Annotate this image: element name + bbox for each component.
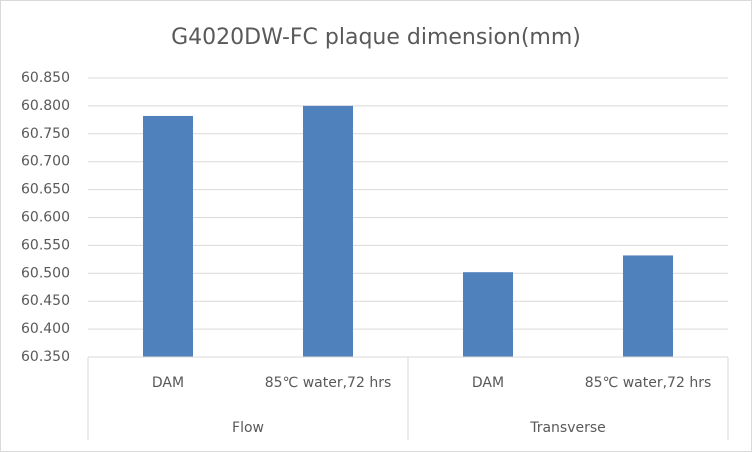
y-tick-label: 60.850	[21, 70, 70, 86]
y-tick-label: 60.650	[21, 182, 70, 198]
y-tick-label: 60.400	[21, 321, 70, 337]
bar	[623, 255, 673, 357]
bar	[143, 115, 193, 357]
y-tick-label: 60.450	[21, 293, 70, 309]
y-tick-label: 60.500	[21, 265, 70, 281]
bar	[463, 272, 513, 357]
bar	[303, 105, 353, 358]
y-tick-label: 60.800	[21, 98, 70, 114]
x-tick-label: DAM	[152, 375, 184, 391]
y-tick-label: 60.750	[21, 126, 70, 142]
x-tick-label: 85℃ water,72 hrs	[265, 375, 392, 391]
group-label: Flow	[232, 420, 264, 436]
y-tick-label: 60.550	[21, 237, 70, 253]
y-tick-label: 60.600	[21, 210, 70, 226]
x-tick-label: 85℃ water,72 hrs	[585, 375, 712, 391]
group-label: Transverse	[529, 420, 606, 436]
chart-title: G4020DW-FC plaque dimension(mm)	[171, 25, 581, 50]
x-tick-label: DAM	[472, 375, 504, 391]
y-tick-label: 60.700	[21, 154, 70, 170]
y-tick-label: 60.350	[21, 349, 70, 365]
